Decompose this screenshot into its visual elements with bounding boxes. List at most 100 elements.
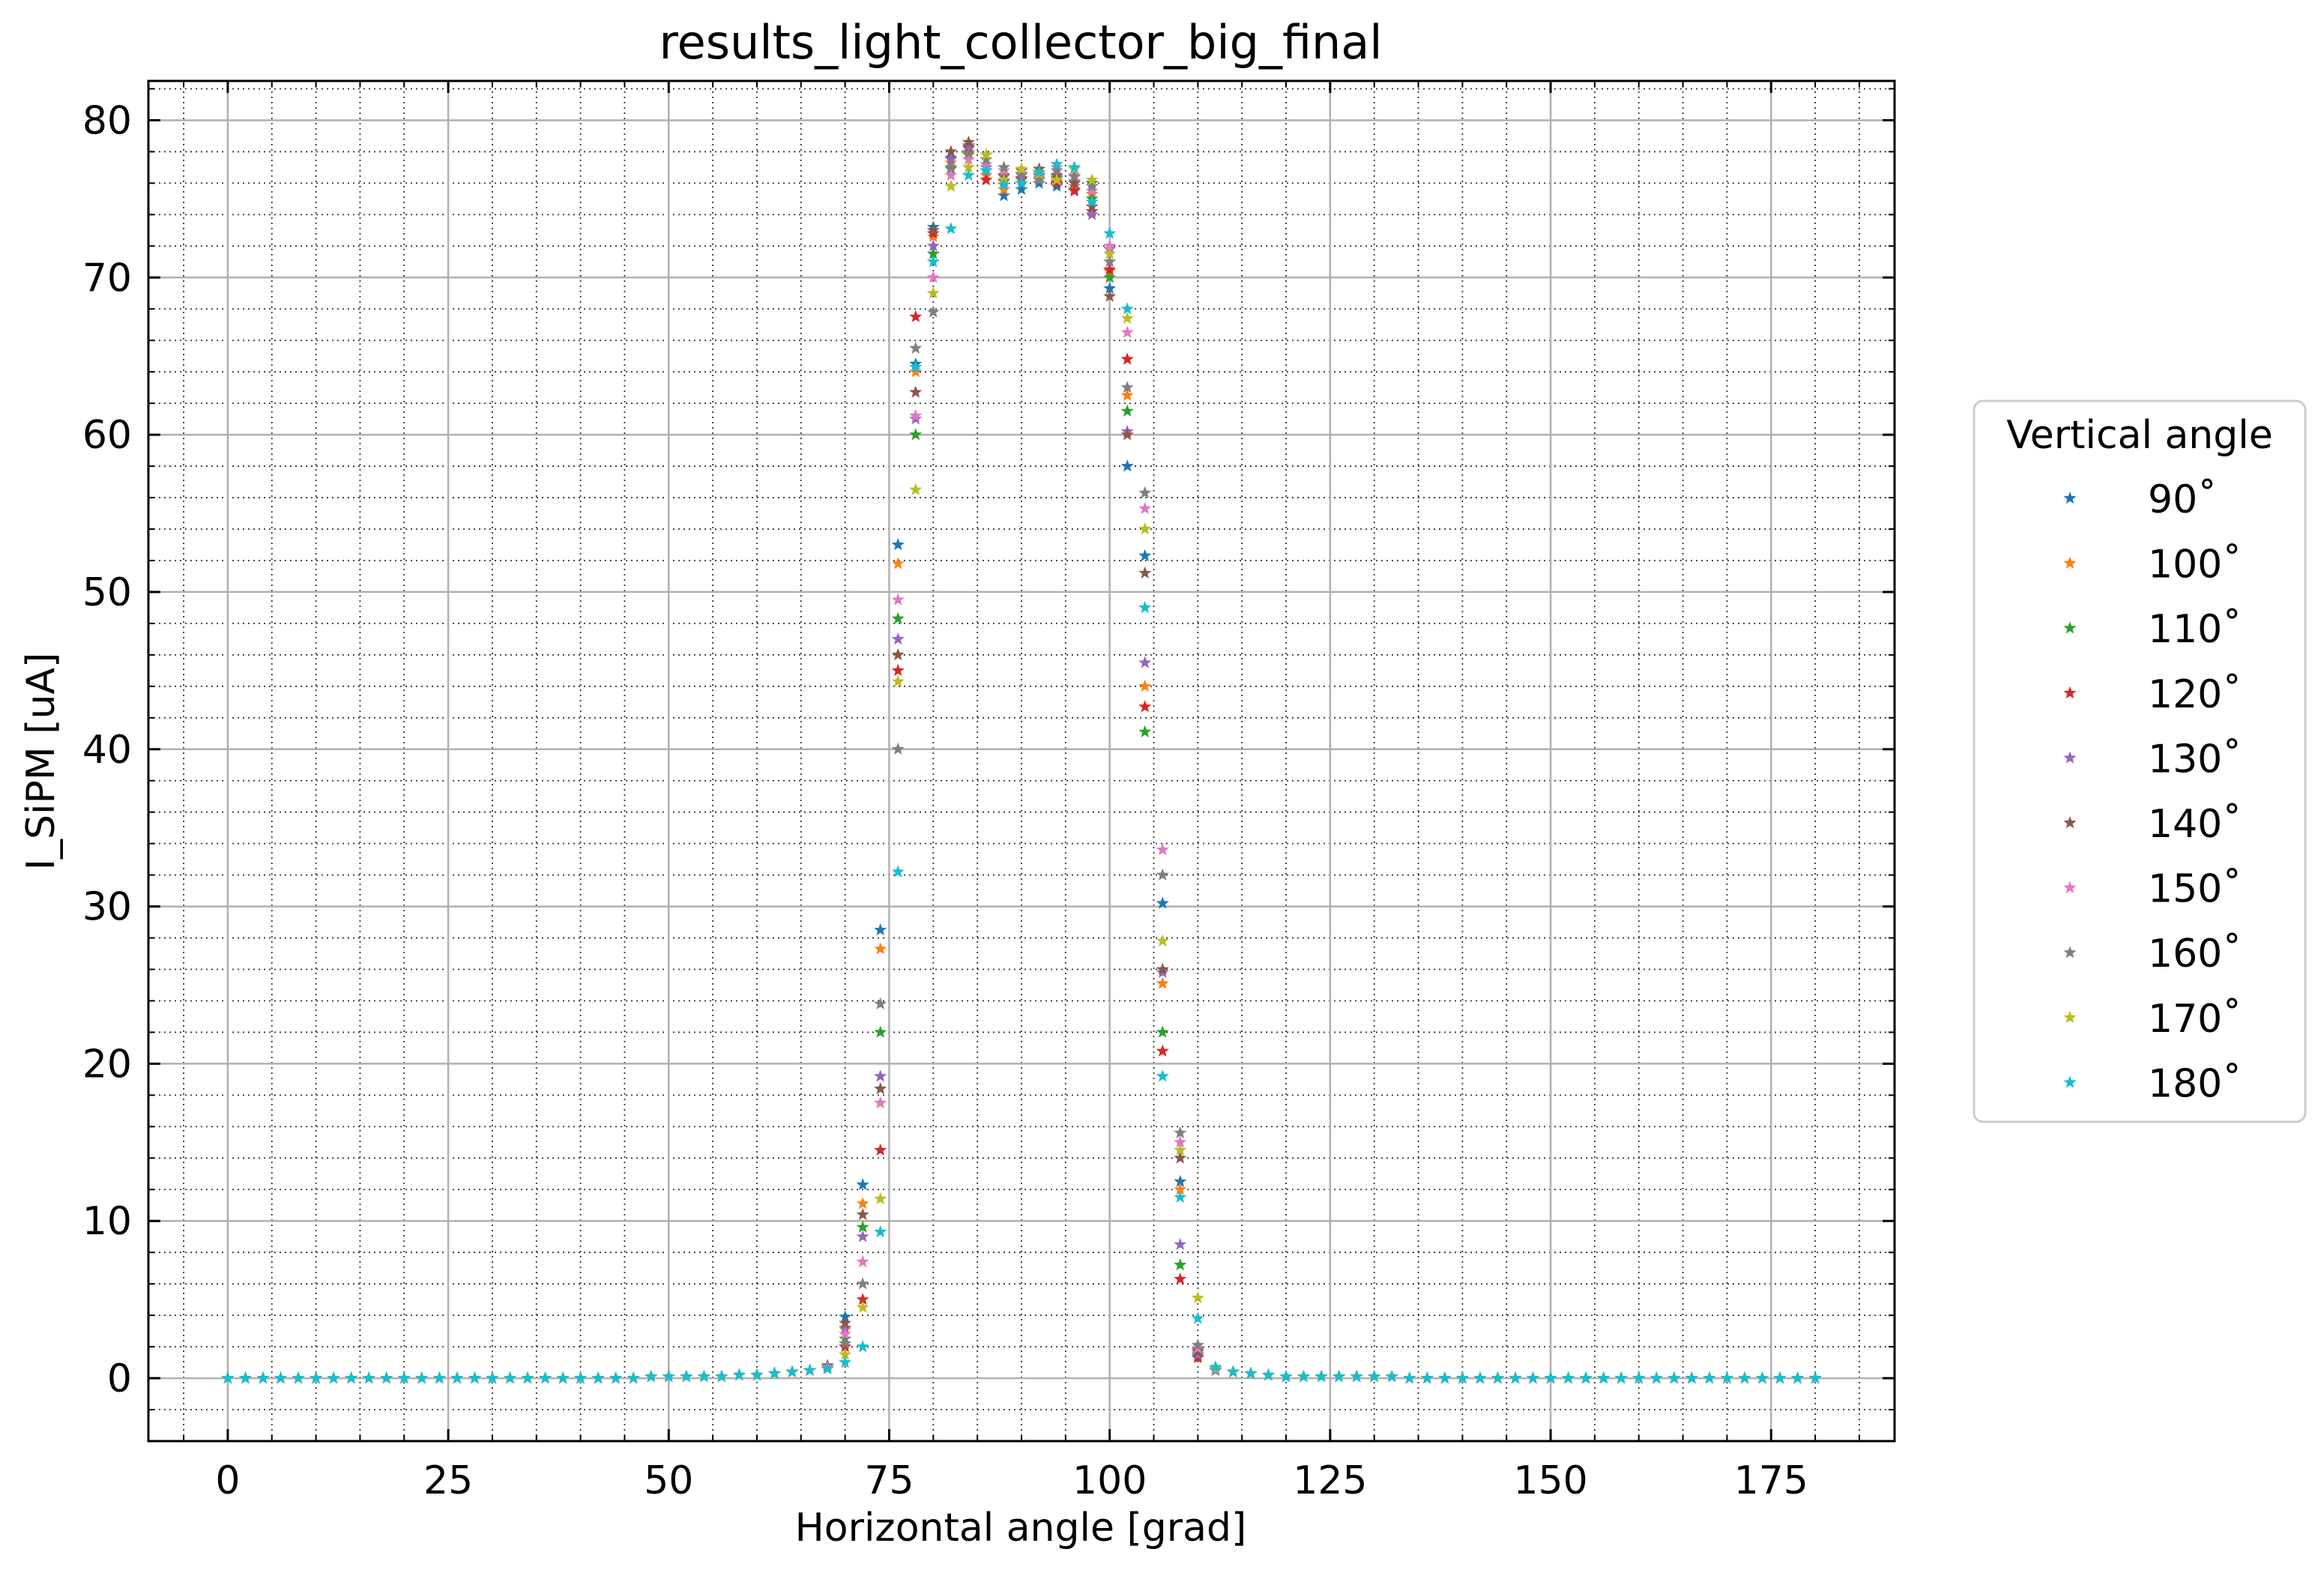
- data-point: [609, 1371, 623, 1384]
- data-point: [997, 182, 1010, 196]
- data-point: [1773, 1371, 1787, 1384]
- data-point: [944, 152, 958, 166]
- data-point: [1138, 600, 1152, 614]
- data-point: [1156, 896, 1169, 909]
- data-point: [891, 538, 905, 551]
- data-point: [856, 1300, 869, 1313]
- data-point: [909, 365, 923, 378]
- data-point: [1791, 1371, 1805, 1384]
- y-tick-labels: 0 10 20 30 40 50 60 70 80: [82, 98, 132, 1401]
- data-point: [1562, 1371, 1575, 1384]
- data-point: [839, 1320, 852, 1334]
- data-point: [1332, 1370, 1346, 1383]
- x-tick-label: 150: [1513, 1458, 1587, 1503]
- data-point: [1068, 184, 1081, 197]
- data-point: [962, 135, 975, 148]
- legend-label: 120˚: [2148, 672, 2242, 717]
- data-point: [1174, 1151, 1187, 1164]
- data-point: [1509, 1371, 1522, 1384]
- legend-item: 100˚: [2063, 543, 2242, 588]
- legend-marker: [2063, 816, 2077, 829]
- data-point: [1138, 566, 1152, 579]
- data-point: [1015, 182, 1028, 196]
- data-point: [980, 173, 993, 186]
- data-point: [750, 1368, 764, 1381]
- data-point: [1050, 163, 1063, 176]
- data-point: [909, 385, 923, 398]
- data-point: [1103, 282, 1117, 295]
- data-point: [1085, 199, 1099, 213]
- data-point: [1491, 1371, 1504, 1384]
- data-point: [856, 1207, 869, 1221]
- legend-label: 150˚: [2148, 867, 2242, 912]
- data-point: [1261, 1368, 1276, 1381]
- data-point: [909, 483, 923, 495]
- legend-box: [1973, 399, 2307, 1123]
- legend-label: 130˚: [2148, 737, 2242, 782]
- data-point: [874, 997, 887, 1009]
- data-point: [1085, 195, 1099, 208]
- data-point: [1156, 1069, 1169, 1082]
- data-point: [980, 148, 993, 160]
- data-point: [1209, 1360, 1222, 1373]
- data-point: [926, 255, 940, 268]
- legend-item: 140˚: [2063, 802, 2242, 847]
- data-point: [1138, 501, 1152, 514]
- data-point: [909, 341, 923, 354]
- data-point: [238, 1371, 252, 1384]
- data-point: [1050, 157, 1063, 170]
- data-point: [1368, 1370, 1381, 1383]
- data-point: [1015, 176, 1028, 189]
- y-tick-label: 10: [82, 1199, 132, 1244]
- data-point: [839, 1327, 852, 1340]
- chart-title: results_light_collector_big_final: [659, 15, 1382, 70]
- data-point: [1103, 226, 1117, 239]
- data-point: [1191, 1311, 1204, 1324]
- data-point: [926, 286, 940, 299]
- data-point: [1174, 1135, 1187, 1148]
- data-point: [1103, 262, 1117, 276]
- data-point: [1120, 311, 1134, 324]
- data-point: [274, 1371, 288, 1384]
- data-point: [997, 178, 1010, 190]
- data-point: [839, 1347, 852, 1360]
- x-axis-label: Horizontal angle [grad]: [795, 1506, 1247, 1551]
- data-point: [856, 1230, 869, 1243]
- data-point: [521, 1371, 534, 1384]
- data-point: [874, 923, 887, 936]
- data-point: [962, 160, 975, 173]
- data-point: [662, 1370, 675, 1383]
- data-point: [874, 942, 887, 955]
- data-point: [1103, 271, 1117, 283]
- legend-marker: [2063, 621, 2077, 634]
- data-point: [909, 408, 923, 422]
- data-point: [1174, 1258, 1187, 1271]
- data-point: [680, 1370, 693, 1383]
- data-point: [1120, 404, 1134, 417]
- data-point: [874, 1225, 887, 1238]
- data-point: [1614, 1371, 1628, 1384]
- y-tick-label: 70: [82, 256, 132, 301]
- data-point: [1138, 522, 1152, 535]
- data-point: [926, 305, 940, 318]
- data-point: [450, 1371, 464, 1384]
- legend-marker: [2063, 686, 2077, 699]
- data-point: [1244, 1366, 1258, 1380]
- data-point: [839, 1356, 852, 1368]
- legend-marker: [2063, 1010, 2077, 1024]
- legend-marker: [2063, 881, 2077, 893]
- data-point: [1103, 247, 1117, 260]
- data-point: [856, 1220, 869, 1233]
- data-point: [909, 428, 923, 441]
- data-point: [874, 1143, 887, 1156]
- data-point: [891, 647, 905, 661]
- data-point: [645, 1370, 658, 1383]
- data-point: [362, 1371, 375, 1384]
- x-tick-label: 25: [423, 1458, 473, 1503]
- data-point: [1527, 1371, 1540, 1384]
- data-point: [891, 674, 905, 687]
- legend-item: 150˚: [2063, 867, 2242, 912]
- data-point: [1120, 459, 1134, 472]
- data-point: [1033, 173, 1046, 186]
- data-point: [856, 1255, 869, 1268]
